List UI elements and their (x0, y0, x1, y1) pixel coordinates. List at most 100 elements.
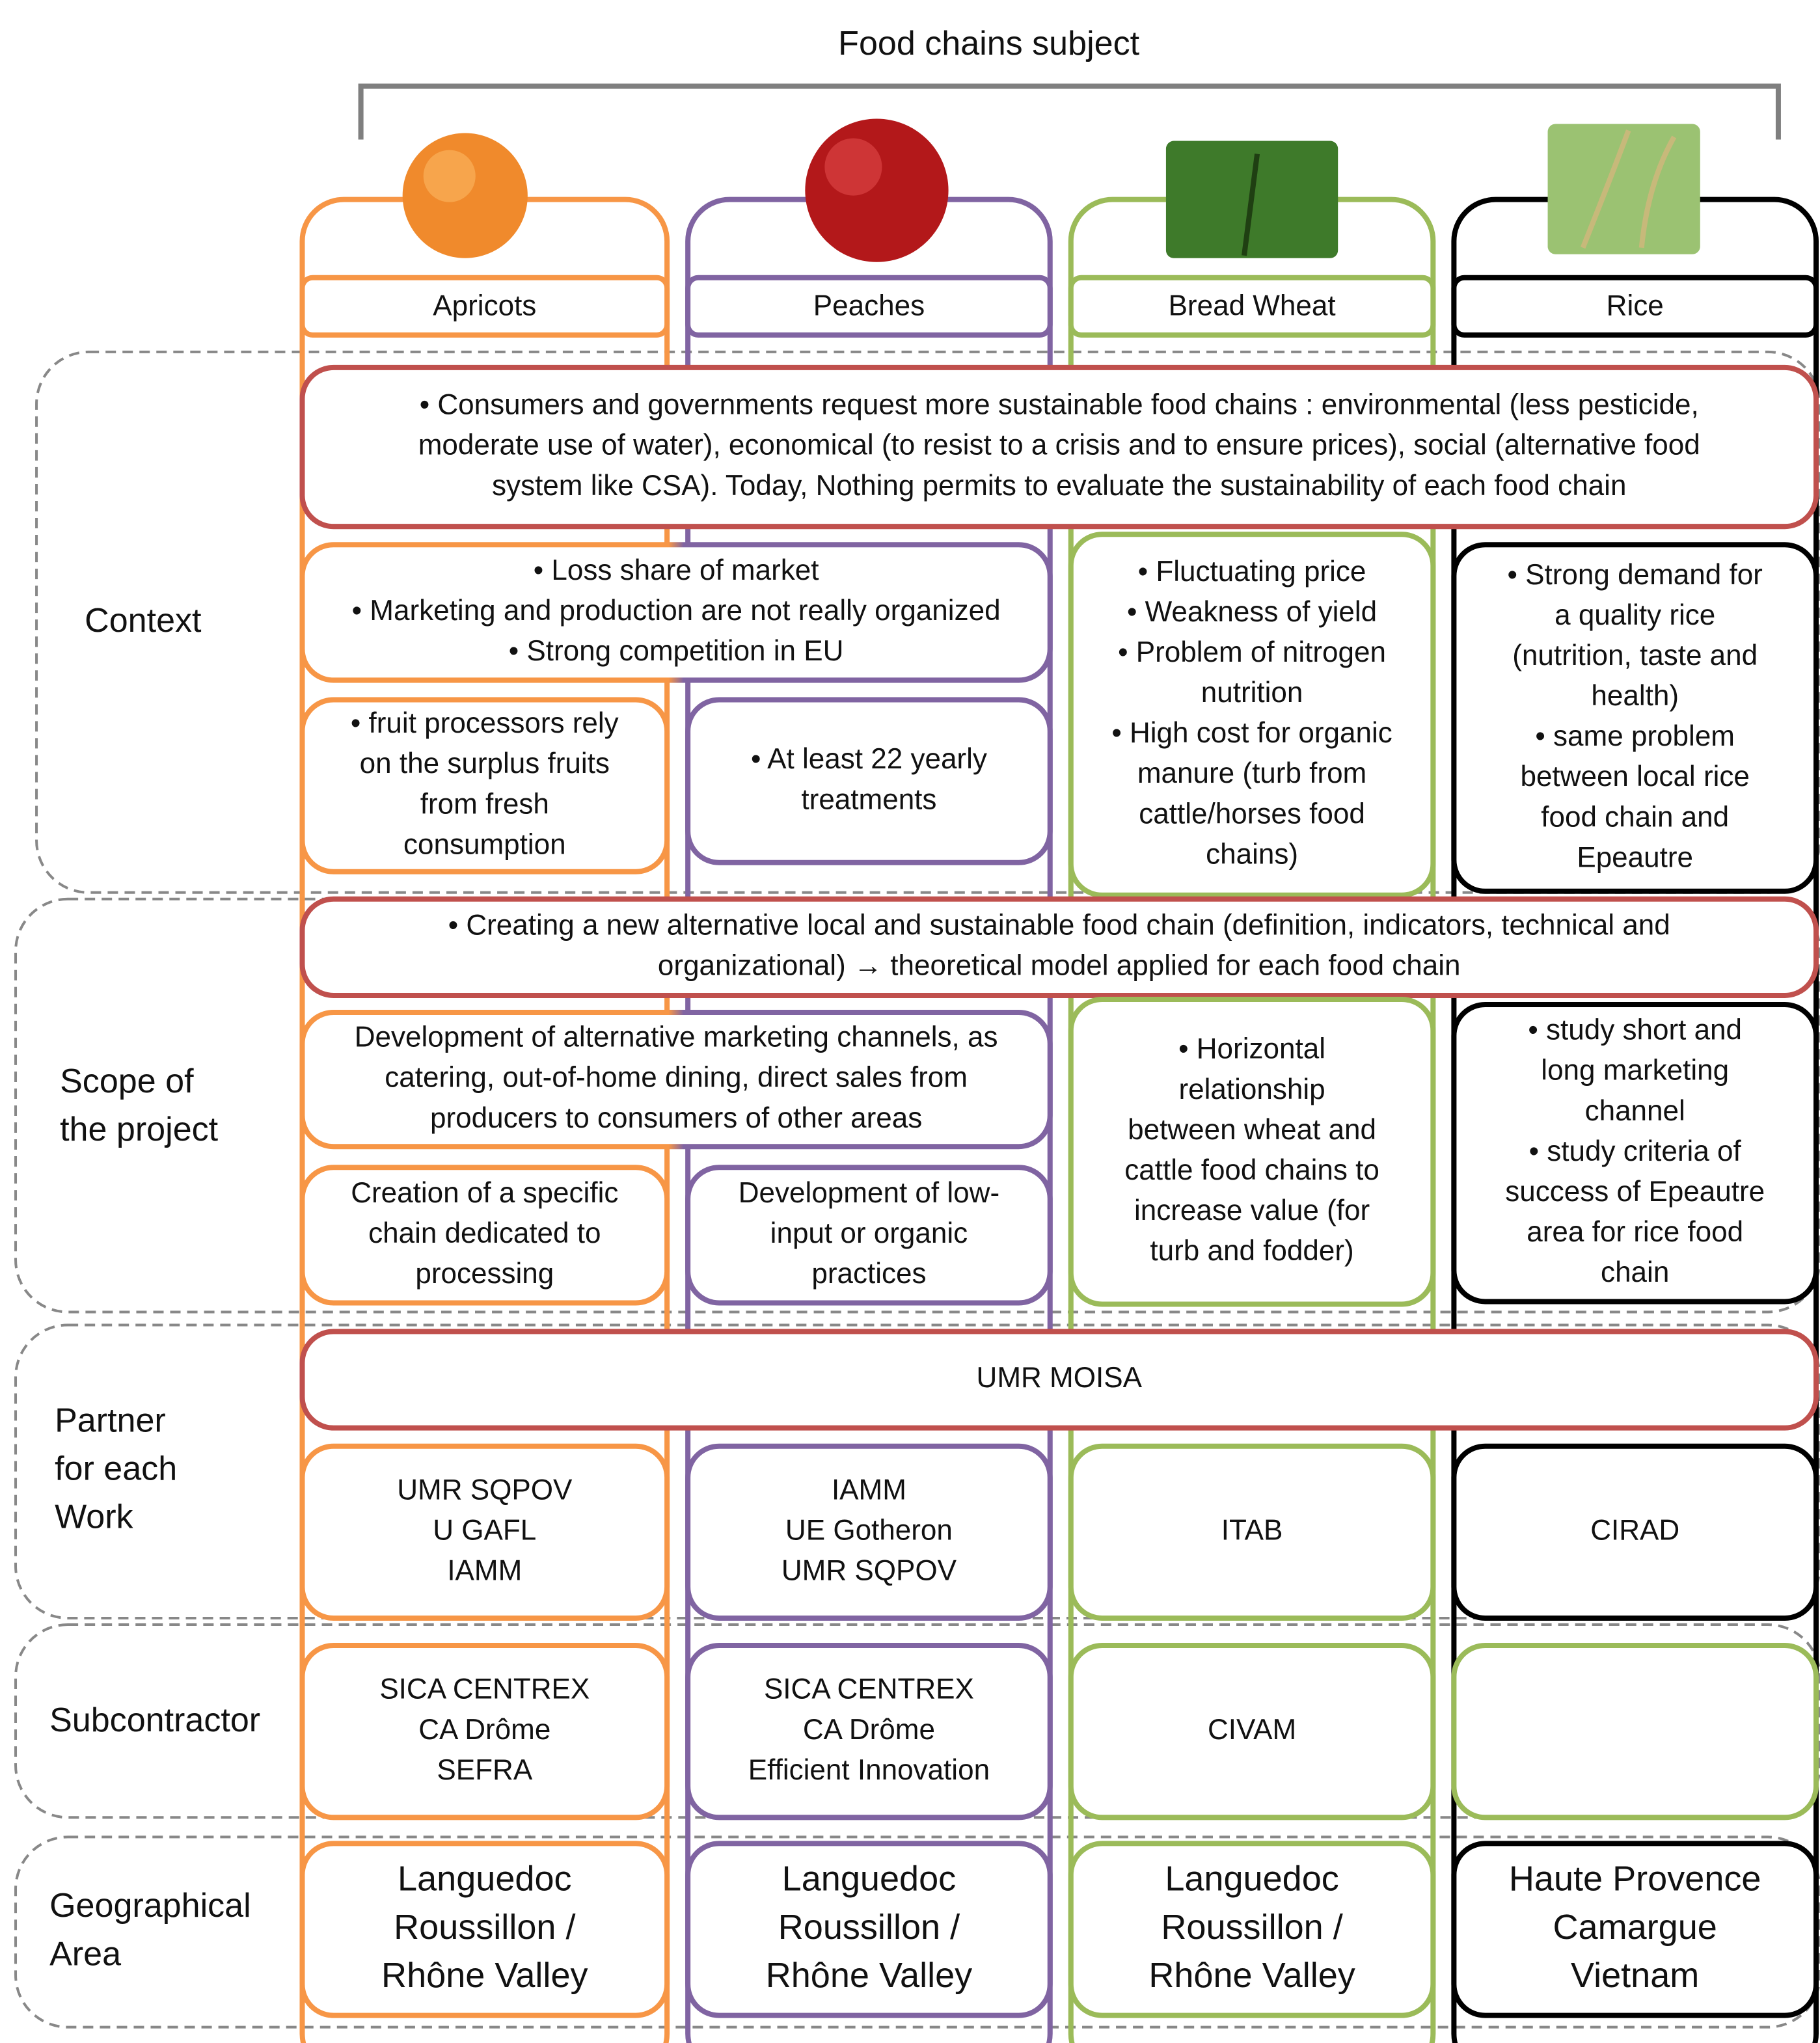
cell-text: CA Drôme (418, 1714, 550, 1746)
cell-box (1451, 542, 1819, 894)
cell-text: nutrition (1201, 677, 1303, 709)
cell-text: Languedoc (398, 1860, 572, 1899)
column-header: Apricots (433, 290, 536, 321)
cell-text: input or organic (770, 1217, 968, 1249)
cell-text: CIVAM (1208, 1714, 1296, 1746)
cell-text: UMR SQPOV (397, 1474, 573, 1506)
cell-text: (nutrition, taste and (1512, 640, 1758, 671)
column-header-box (1068, 275, 1436, 338)
cell-text: chain (1601, 1256, 1669, 1288)
cell-text: • Marketing and production are not reall… (352, 595, 1001, 627)
cell-text: Roussillon / (778, 1908, 960, 1947)
cell-text: • Consumers and governments request more… (420, 389, 1699, 421)
cell-text: • study short and (1528, 1014, 1742, 1046)
cell-text: SICA CENTREX (764, 1673, 974, 1705)
cell-box (299, 1643, 670, 1820)
cell-text: Rhône Valley (381, 1956, 588, 1995)
cell-text: Vietnam (1571, 1956, 1699, 1995)
row-label: Scope of (60, 1062, 194, 1100)
cell-text: UMR MOISA (977, 1362, 1143, 1394)
cell-text: • fruit processors rely (351, 707, 619, 739)
cell-text: Roussillon / (394, 1908, 576, 1947)
cell-text: • Fluctuating price (1138, 556, 1366, 588)
row-label: Area (49, 1935, 121, 1973)
cell-text: success of Epeautre (1505, 1176, 1765, 1208)
cell-text: SICA CENTREX (379, 1673, 590, 1705)
cell-text: • Problem of nitrogen (1118, 636, 1386, 668)
cell-text: channel (1585, 1095, 1685, 1127)
cell-text: • Strong demand for (1508, 559, 1763, 591)
cell-text: cattle/horses food (1139, 798, 1365, 830)
cell-box (299, 697, 670, 874)
cell-text: • Horizontal (1178, 1033, 1325, 1065)
cell-text: food chain and (1541, 801, 1729, 833)
cell-box (1451, 1841, 1819, 2018)
cell-box (299, 1165, 670, 1306)
row-label: Partner (55, 1401, 166, 1439)
cell-box (299, 1009, 1053, 1150)
cell-text: cattle food chains to (1124, 1154, 1379, 1186)
cell-text: Camargue (1553, 1908, 1717, 1947)
cell-text: SEFRA (437, 1754, 532, 1786)
cell-text: • At least 22 yearly (751, 743, 987, 775)
cell-text: Development of alternative marketing cha… (355, 1022, 998, 1053)
column-header-box (299, 275, 670, 338)
cell-text: • Weakness of yield (1127, 596, 1377, 628)
cell-text: health) (1591, 680, 1679, 712)
cell-text: IAMM (832, 1474, 906, 1506)
cell-text: moderate use of water), economical (to r… (418, 429, 1700, 461)
column-header: Peaches (813, 290, 925, 321)
cell-box (1068, 1443, 1436, 1621)
column-header-box (685, 275, 1053, 338)
cell-text: Rhône Valley (766, 1956, 972, 1995)
bracket (358, 83, 1781, 140)
cell-text: Roussillon / (1161, 1908, 1343, 1947)
cell-text: long marketing (1541, 1055, 1729, 1087)
row-label: for each (55, 1450, 177, 1487)
cell-text: chain dedicated to (368, 1217, 601, 1249)
cell-box (299, 1443, 670, 1621)
row-region (14, 1835, 1820, 2029)
cell-text: practices (811, 1258, 926, 1290)
cell-box (685, 1841, 1053, 2018)
cell-text: • study criteria of (1529, 1135, 1742, 1167)
cell-text: UMR SQPOV (781, 1555, 957, 1587)
cell-box (1068, 996, 1436, 1307)
cell-text: organizational) → theoretical model appl… (658, 950, 1461, 982)
cell-box (685, 1443, 1053, 1621)
apricot-highlight (423, 150, 476, 202)
cell-text: processing (415, 1258, 554, 1290)
row-label: Context (85, 602, 202, 640)
cell-text: catering, out-of-home dining, direct sal… (385, 1062, 968, 1094)
row-label: Work (55, 1498, 133, 1536)
cell-text: Rhône Valley (1148, 1956, 1355, 1995)
cell-text: Development of low- (739, 1177, 999, 1209)
cell-box (299, 542, 1053, 683)
cell-box (1068, 532, 1436, 898)
cell-box (1451, 1643, 1819, 1820)
cell-text: ITAB (1221, 1514, 1283, 1546)
cell-box (1068, 1643, 1436, 1820)
cell-text: from fresh (420, 788, 549, 820)
cell-box (1068, 1841, 1436, 2018)
peach-highlight (824, 138, 882, 196)
cell-text: UE Gotheron (785, 1514, 953, 1546)
cell-text: • same problem (1535, 720, 1735, 752)
cell-text: relationship (1178, 1074, 1325, 1105)
cell-text: a quality rice (1555, 599, 1715, 631)
cell-text: • Strong competition in EU (509, 635, 844, 667)
cell-text: Efficient Innovation (748, 1754, 990, 1786)
row-region (35, 350, 1820, 894)
cell-text: treatments (801, 783, 936, 815)
cell-text: increase value (for (1134, 1195, 1370, 1226)
cell-text: Languedoc (1165, 1860, 1339, 1899)
cell-box (685, 1165, 1053, 1306)
cell-text: producers to consumers of other areas (430, 1102, 922, 1134)
cell-text: CIRAD (1590, 1514, 1679, 1546)
cell-text: Languedoc (782, 1860, 956, 1899)
cell-box (299, 1329, 1819, 1431)
wheat-stalk (1242, 154, 1260, 256)
cell-box (299, 364, 1819, 530)
cell-box (1451, 1001, 1819, 1305)
